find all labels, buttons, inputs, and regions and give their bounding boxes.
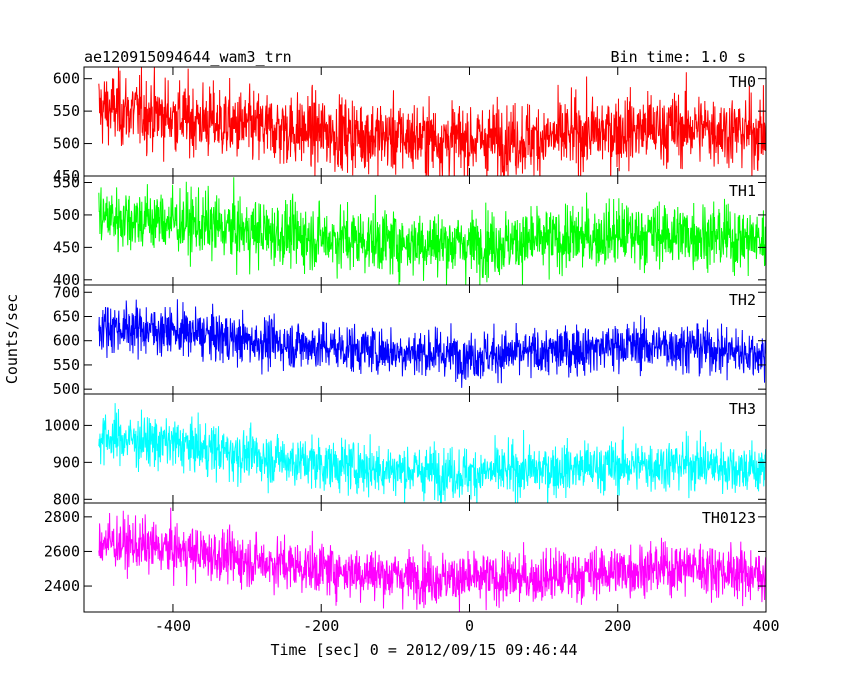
y-tick-label: 2600: [44, 542, 80, 560]
panel-th1: 400 450 500 550 TH1: [53, 173, 767, 289]
y-tick-label: 550: [53, 356, 80, 374]
series-line-th2: [98, 299, 766, 388]
panel-th2: 500 550 600 650 700 TH2: [53, 283, 767, 398]
series-line-th3: [98, 403, 766, 503]
y-tick-label: 2400: [44, 577, 80, 595]
x-tick-label: 400: [752, 617, 779, 635]
y-tick-label: 1000: [44, 416, 80, 434]
series-label-th3: TH3: [729, 400, 756, 418]
panel-frame: [83, 502, 767, 613]
chart-title: ae120915094644_wam3_trn: [84, 48, 292, 66]
y-tick-label: 500: [53, 206, 80, 224]
y-tick-label: 400: [53, 271, 80, 289]
y-tick-label: 550: [53, 102, 80, 120]
series-label-th1: TH1: [729, 182, 756, 200]
series-line-th0: [98, 67, 766, 176]
series-label-th0: TH0: [729, 73, 756, 91]
y-tick-label: 650: [53, 307, 80, 325]
panels: 450 500 550 600 TH0 400 450 500 550 TH1 500 550 600 6…: [44, 66, 780, 635]
y-tick-label: 900: [53, 453, 80, 471]
y-tick-label: 500: [53, 380, 80, 398]
x-axis-label: Time [sec] 0 = 2012/09/15 09:46:44: [270, 641, 577, 659]
series-line-th0123: [98, 507, 766, 612]
x-tick-label: -200: [303, 617, 339, 635]
series-label-th2: TH2: [729, 291, 756, 309]
panel-th0123: 2400 2600 2800 TH0123: [44, 502, 767, 613]
series-label-th0123: TH0123: [702, 509, 756, 527]
y-tick-label: 600: [53, 332, 80, 350]
y-tick-label: 450: [53, 238, 80, 256]
y-axis-label: Counts/sec: [3, 294, 21, 384]
y-tick-label: 600: [53, 70, 80, 88]
y-tick-label: 500: [53, 135, 80, 153]
panel-th3: 800 900 1000 TH3: [44, 393, 767, 508]
y-tick-label: 550: [53, 173, 80, 191]
panel-th0: 450 500 550 600 TH0: [53, 66, 767, 185]
y-tick-label: 450: [53, 167, 80, 185]
y-tick-label: 2800: [44, 508, 80, 526]
y-tick-label: 700: [53, 283, 80, 301]
x-tick-label: 0: [465, 617, 474, 635]
x-tick-label: 200: [604, 617, 631, 635]
x-tick-label: -400: [155, 617, 191, 635]
series-line-th1: [98, 177, 766, 285]
y-tick-label: 800: [53, 490, 80, 508]
bin-time-label: Bin time: 1.0 s: [611, 48, 746, 66]
